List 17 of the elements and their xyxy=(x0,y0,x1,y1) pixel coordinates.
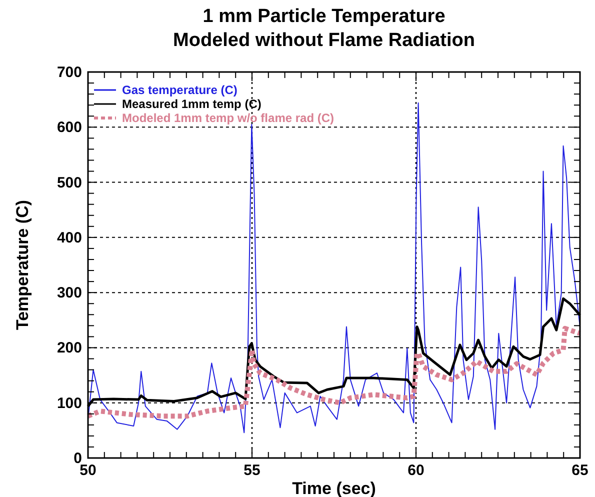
chart-title: 1 mm Particle Temperature Modeled without Flame Radiation xyxy=(173,6,475,51)
y-tick-label: 500 xyxy=(56,174,82,192)
y-axis-title: Temperature (C) xyxy=(13,200,32,330)
y-tick-label: 100 xyxy=(56,394,82,412)
x-tick-label: 65 xyxy=(572,462,588,479)
x-tick-label: 55 xyxy=(244,462,260,479)
y-tick-label: 600 xyxy=(56,119,82,136)
legend-label: Modeled 1mm temp w/o flame rad (C) xyxy=(122,111,334,125)
y-tick-label: 700 xyxy=(56,64,82,81)
y-tick-label: 400 xyxy=(56,229,82,246)
x-tick-label: 60 xyxy=(408,462,424,479)
y-tick-label: 200 xyxy=(56,340,82,357)
y-tick-label: 300 xyxy=(56,284,82,302)
x-tick-label: 50 xyxy=(80,462,96,479)
legend-label: Measured 1mm temp (C) xyxy=(122,97,262,111)
legend-label: Gas temperature (C) xyxy=(122,83,238,97)
y-tick-label: 0 xyxy=(74,450,82,467)
